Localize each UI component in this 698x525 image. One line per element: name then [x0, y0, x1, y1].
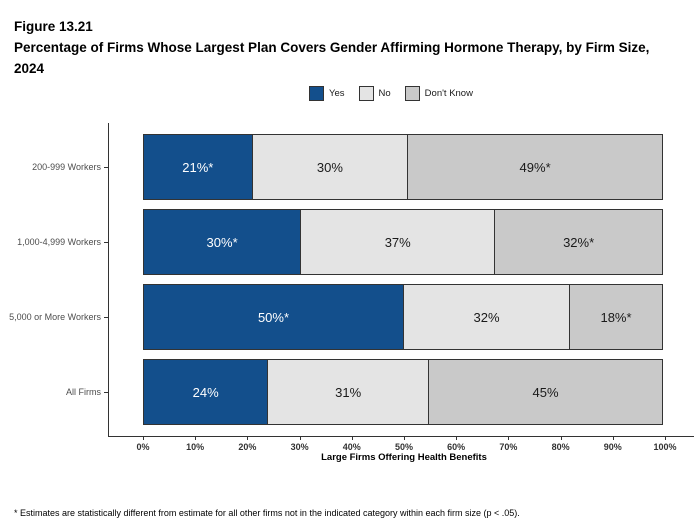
stacked-bars: 21%* 30% 49%* 30%* 37% 32%* 50%* 32% 18%* 24% 31% 4…: [143, 134, 665, 426]
x-axis-line: [108, 436, 694, 437]
footnote-asterisk: * Estimates are statistically different …: [14, 508, 520, 518]
y-axis-tick: [104, 241, 108, 243]
x-axis-tick-label: 70%: [499, 442, 518, 452]
x-axis-tick: [456, 436, 458, 440]
y-axis-line: [108, 123, 109, 436]
bar-segment: 30%*: [143, 209, 302, 275]
legend-item-dont-know: Don't Know: [404, 85, 473, 101]
legend-label-no: No: [378, 87, 391, 99]
legend-label-yes: Yes: [329, 87, 345, 99]
bar-segment: 32%: [403, 284, 571, 350]
x-axis-tick-label: 30%: [290, 442, 309, 452]
x-axis-title: Large Firms Offering Health Benefits: [321, 452, 487, 463]
figure-title: Percentage of Firms Whose Largest Plan C…: [14, 40, 650, 76]
x-axis-tick: [299, 436, 301, 440]
legend-swatch-yes: [309, 85, 325, 101]
title-block: Figure 13.21 Percentage of Firms Whose L…: [14, 16, 680, 79]
x-axis-tick-label: 0%: [136, 442, 150, 452]
legend-swatch-dont-know: [404, 85, 420, 101]
x-axis-tick: [195, 436, 197, 440]
x-axis-tick: [404, 436, 405, 440]
legend-label-dont-know: Don't Know: [424, 87, 473, 99]
bar-segment: 21%*: [143, 134, 253, 200]
bar-row: 30%* 37% 32%*: [143, 209, 665, 275]
x-axis-tick: [143, 436, 144, 440]
x-axis-tick-label: 20%: [238, 442, 257, 452]
x-axis-tick: [247, 436, 249, 440]
bar-segment: 24%: [143, 359, 269, 425]
chart-legend: Yes No Don't Know: [108, 84, 674, 102]
bar-row: 21%* 30% 49%*: [143, 134, 665, 200]
legend-swatch-no: [358, 85, 374, 101]
y-axis-tick: [104, 391, 108, 393]
bar-row: 50%* 32% 18%*: [143, 284, 665, 350]
x-axis-tick: [560, 436, 562, 440]
x-axis-tick-label: 40%: [342, 442, 361, 452]
bar-segment: 30%: [251, 134, 409, 200]
bar-segment: 18%*: [569, 284, 663, 350]
y-axis-label: All Firms: [66, 386, 101, 397]
bar-segment: 31%: [267, 359, 430, 425]
bar-segment: 49%*: [407, 134, 663, 200]
bar-segment: 45%: [428, 359, 663, 425]
x-axis-tick: [612, 436, 614, 440]
legend-item-no: No: [358, 85, 391, 101]
x-axis-tick: [665, 436, 666, 440]
x-axis-tick: [351, 436, 353, 440]
footnotes: * Estimates are statistically different …: [14, 478, 690, 525]
legend-item-yes: Yes: [309, 85, 345, 101]
x-axis-tick-label: 10%: [186, 442, 205, 452]
bar-segment: 50%*: [143, 284, 404, 350]
y-axis-tick: [104, 166, 108, 168]
x-axis-tick-label: 90%: [603, 442, 622, 452]
bar-segment: 32%*: [494, 209, 663, 275]
x-axis-tick: [508, 436, 510, 440]
y-axis-label: 5,000 or More Workers: [9, 311, 101, 322]
x-axis-tick-label: 60%: [447, 442, 466, 452]
x-axis-tick-label: 50%: [394, 442, 413, 452]
bar-row: 24% 31% 45%: [143, 359, 665, 425]
x-axis-tick-label: 80%: [551, 442, 570, 452]
y-axis-label: 1,000-4,999 Workers: [17, 236, 101, 247]
y-axis-label: 200-999 Workers: [32, 161, 101, 172]
figure-number: Figure 13.21: [14, 19, 93, 34]
bar-segment: 37%: [300, 209, 496, 275]
x-axis-tick-label: 100%: [653, 442, 677, 452]
y-axis-tick: [104, 316, 108, 318]
